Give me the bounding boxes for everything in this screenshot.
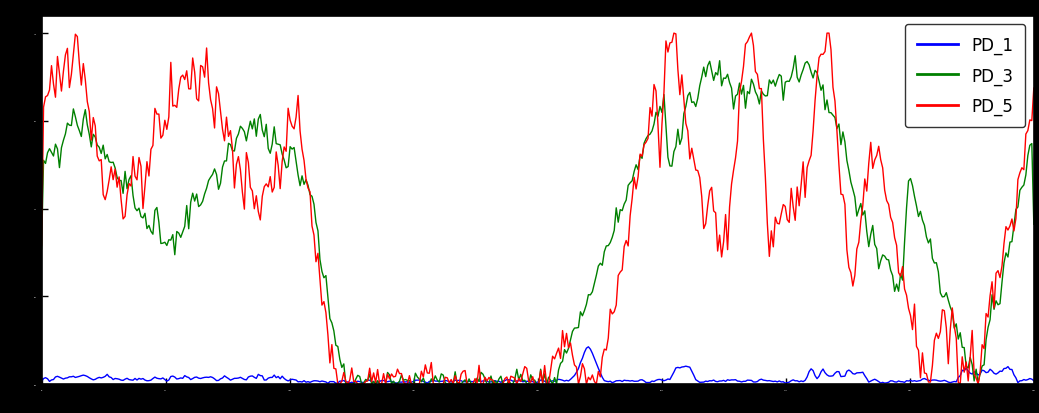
PD_1	[1008, 373, 1020, 377]
PD_5	[628, 176, 640, 180]
PD_1	[1028, 378, 1039, 383]
PD_3	[514, 372, 527, 377]
PD_5	[35, 244, 48, 249]
Line: PD_3: PD_3	[42, 57, 1034, 384]
PD_5	[514, 379, 527, 384]
PD_5	[1028, 86, 1039, 91]
PD_3	[1008, 223, 1020, 228]
PD_1	[514, 378, 527, 383]
Line: PD_1: PD_1	[42, 347, 1034, 384]
PD_5	[331, 382, 344, 387]
PD_1	[630, 379, 642, 384]
Legend: PD_1, PD_3, PD_5: PD_1, PD_3, PD_5	[905, 25, 1025, 128]
PD_3	[1028, 222, 1039, 227]
PD_1	[853, 370, 865, 375]
PD_3	[508, 377, 521, 382]
PD_1	[322, 381, 335, 386]
PD_1	[508, 379, 521, 384]
PD_3	[628, 170, 640, 175]
PD_3	[789, 54, 801, 59]
PD_1	[575, 360, 587, 365]
PD_3	[853, 207, 865, 212]
PD_1	[582, 344, 594, 349]
PD_3	[575, 310, 587, 315]
PD_3	[340, 382, 352, 387]
PD_5	[853, 240, 865, 245]
PD_5	[508, 376, 521, 381]
PD_1	[35, 379, 48, 384]
PD_3	[35, 247, 48, 252]
PD_5	[1008, 229, 1020, 234]
PD_5	[668, 31, 681, 36]
Line: PD_5: PD_5	[42, 34, 1034, 384]
PD_5	[575, 374, 587, 379]
